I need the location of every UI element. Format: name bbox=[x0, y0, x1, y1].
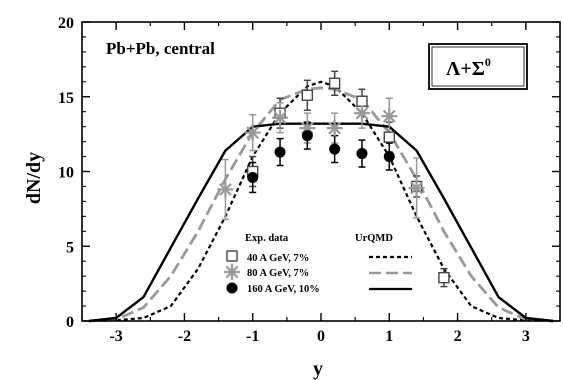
legend-marker-0 bbox=[226, 250, 238, 262]
particle-box-inner bbox=[431, 46, 525, 87]
data-point-40-a-gev-7 bbox=[328, 77, 341, 89]
axes-ticks-layer: -3 -2 -1 0 1 2 3 0 5 10 15 20 bbox=[58, 15, 561, 345]
asterisk-stroke bbox=[328, 121, 342, 135]
y-tick-label: 5 bbox=[66, 239, 74, 256]
asterisk-stroke bbox=[355, 106, 369, 120]
data-point-160-a-gev-10 bbox=[301, 130, 313, 142]
data-point-80-a-gev-7 bbox=[272, 109, 289, 126]
data-markers-layer bbox=[217, 77, 450, 284]
x-tick-label: -2 bbox=[178, 328, 191, 345]
x-tick-label: -1 bbox=[246, 328, 259, 345]
legend-symbols bbox=[224, 250, 240, 294]
series-line-urqmd-80-a-gev bbox=[88, 86, 554, 323]
y-tick-label: 0 bbox=[66, 314, 74, 331]
y-tick-label: 15 bbox=[58, 90, 74, 107]
data-point-80-a-gev-7 bbox=[217, 181, 234, 198]
data-point-160-a-gev-10 bbox=[383, 151, 395, 163]
data-point-160-a-gev-10 bbox=[274, 146, 286, 158]
series-line-urqmd-40-a-gev bbox=[88, 80, 554, 323]
data-point-40-a-gev-7 bbox=[438, 271, 450, 284]
particle-label-main: Λ+Σ bbox=[446, 58, 485, 80]
y-tick-label: 20 bbox=[58, 15, 74, 32]
data-point-80-a-gev-7 bbox=[326, 120, 343, 137]
data-point-40-a-gev-7 bbox=[301, 89, 314, 101]
particle-box bbox=[428, 43, 528, 90]
data-point-160-a-gev-10 bbox=[329, 143, 341, 155]
particle-label: Λ+Σ0 bbox=[446, 55, 491, 80]
y-tick-label: 10 bbox=[58, 165, 74, 182]
legend-label-160gev: 160 A GeV, 10% bbox=[247, 284, 320, 295]
asterisk-stroke bbox=[225, 265, 239, 279]
legend-marker-2 bbox=[226, 282, 238, 294]
legend-label-40gev: 40 A GeV, 7% bbox=[247, 253, 309, 264]
x-axis-title: y bbox=[313, 358, 323, 380]
data-point-80-a-gev-7 bbox=[408, 179, 425, 196]
legend-label-80gev: 80 A GeV, 7% bbox=[247, 268, 309, 279]
x-tick-label: 1 bbox=[385, 328, 393, 345]
x-tick-label: 0 bbox=[317, 328, 325, 345]
legend-marker-1 bbox=[224, 264, 240, 280]
legend: Exp. data UrQMD 40 A GeV, 7% 80 A GeV, 7… bbox=[224, 233, 412, 295]
legend-header-urqmd: UrQMD bbox=[355, 233, 393, 244]
legend-header-exp-data: Exp. data bbox=[245, 233, 289, 244]
asterisk-stroke bbox=[246, 126, 260, 140]
data-point-40-a-gev-7 bbox=[356, 95, 368, 107]
data-point-80-a-gev-7 bbox=[381, 108, 398, 125]
asterisk-stroke bbox=[382, 109, 396, 123]
data-point-160-a-gev-10 bbox=[356, 148, 368, 160]
series-line-urqmd-160-a-gev bbox=[88, 122, 554, 323]
x-tick-label: 3 bbox=[522, 328, 530, 345]
x-tick-label: 2 bbox=[454, 328, 462, 345]
asterisk-stroke bbox=[410, 181, 424, 195]
data-point-160-a-gev-10 bbox=[247, 171, 259, 183]
y-axis-title: dN/dy bbox=[23, 152, 45, 204]
model-curves-layer bbox=[88, 80, 554, 323]
asterisk-stroke bbox=[218, 183, 232, 196]
data-point-80-a-gev-7 bbox=[353, 105, 370, 122]
data-point-40-a-gev-7 bbox=[383, 131, 395, 143]
asterisk-stroke bbox=[273, 111, 287, 125]
particle-label-superscript: 0 bbox=[485, 55, 491, 69]
x-tick-label: -3 bbox=[109, 328, 122, 345]
system-label: Pb+Pb, central bbox=[106, 39, 215, 58]
data-point-80-a-gev-7 bbox=[244, 124, 261, 141]
